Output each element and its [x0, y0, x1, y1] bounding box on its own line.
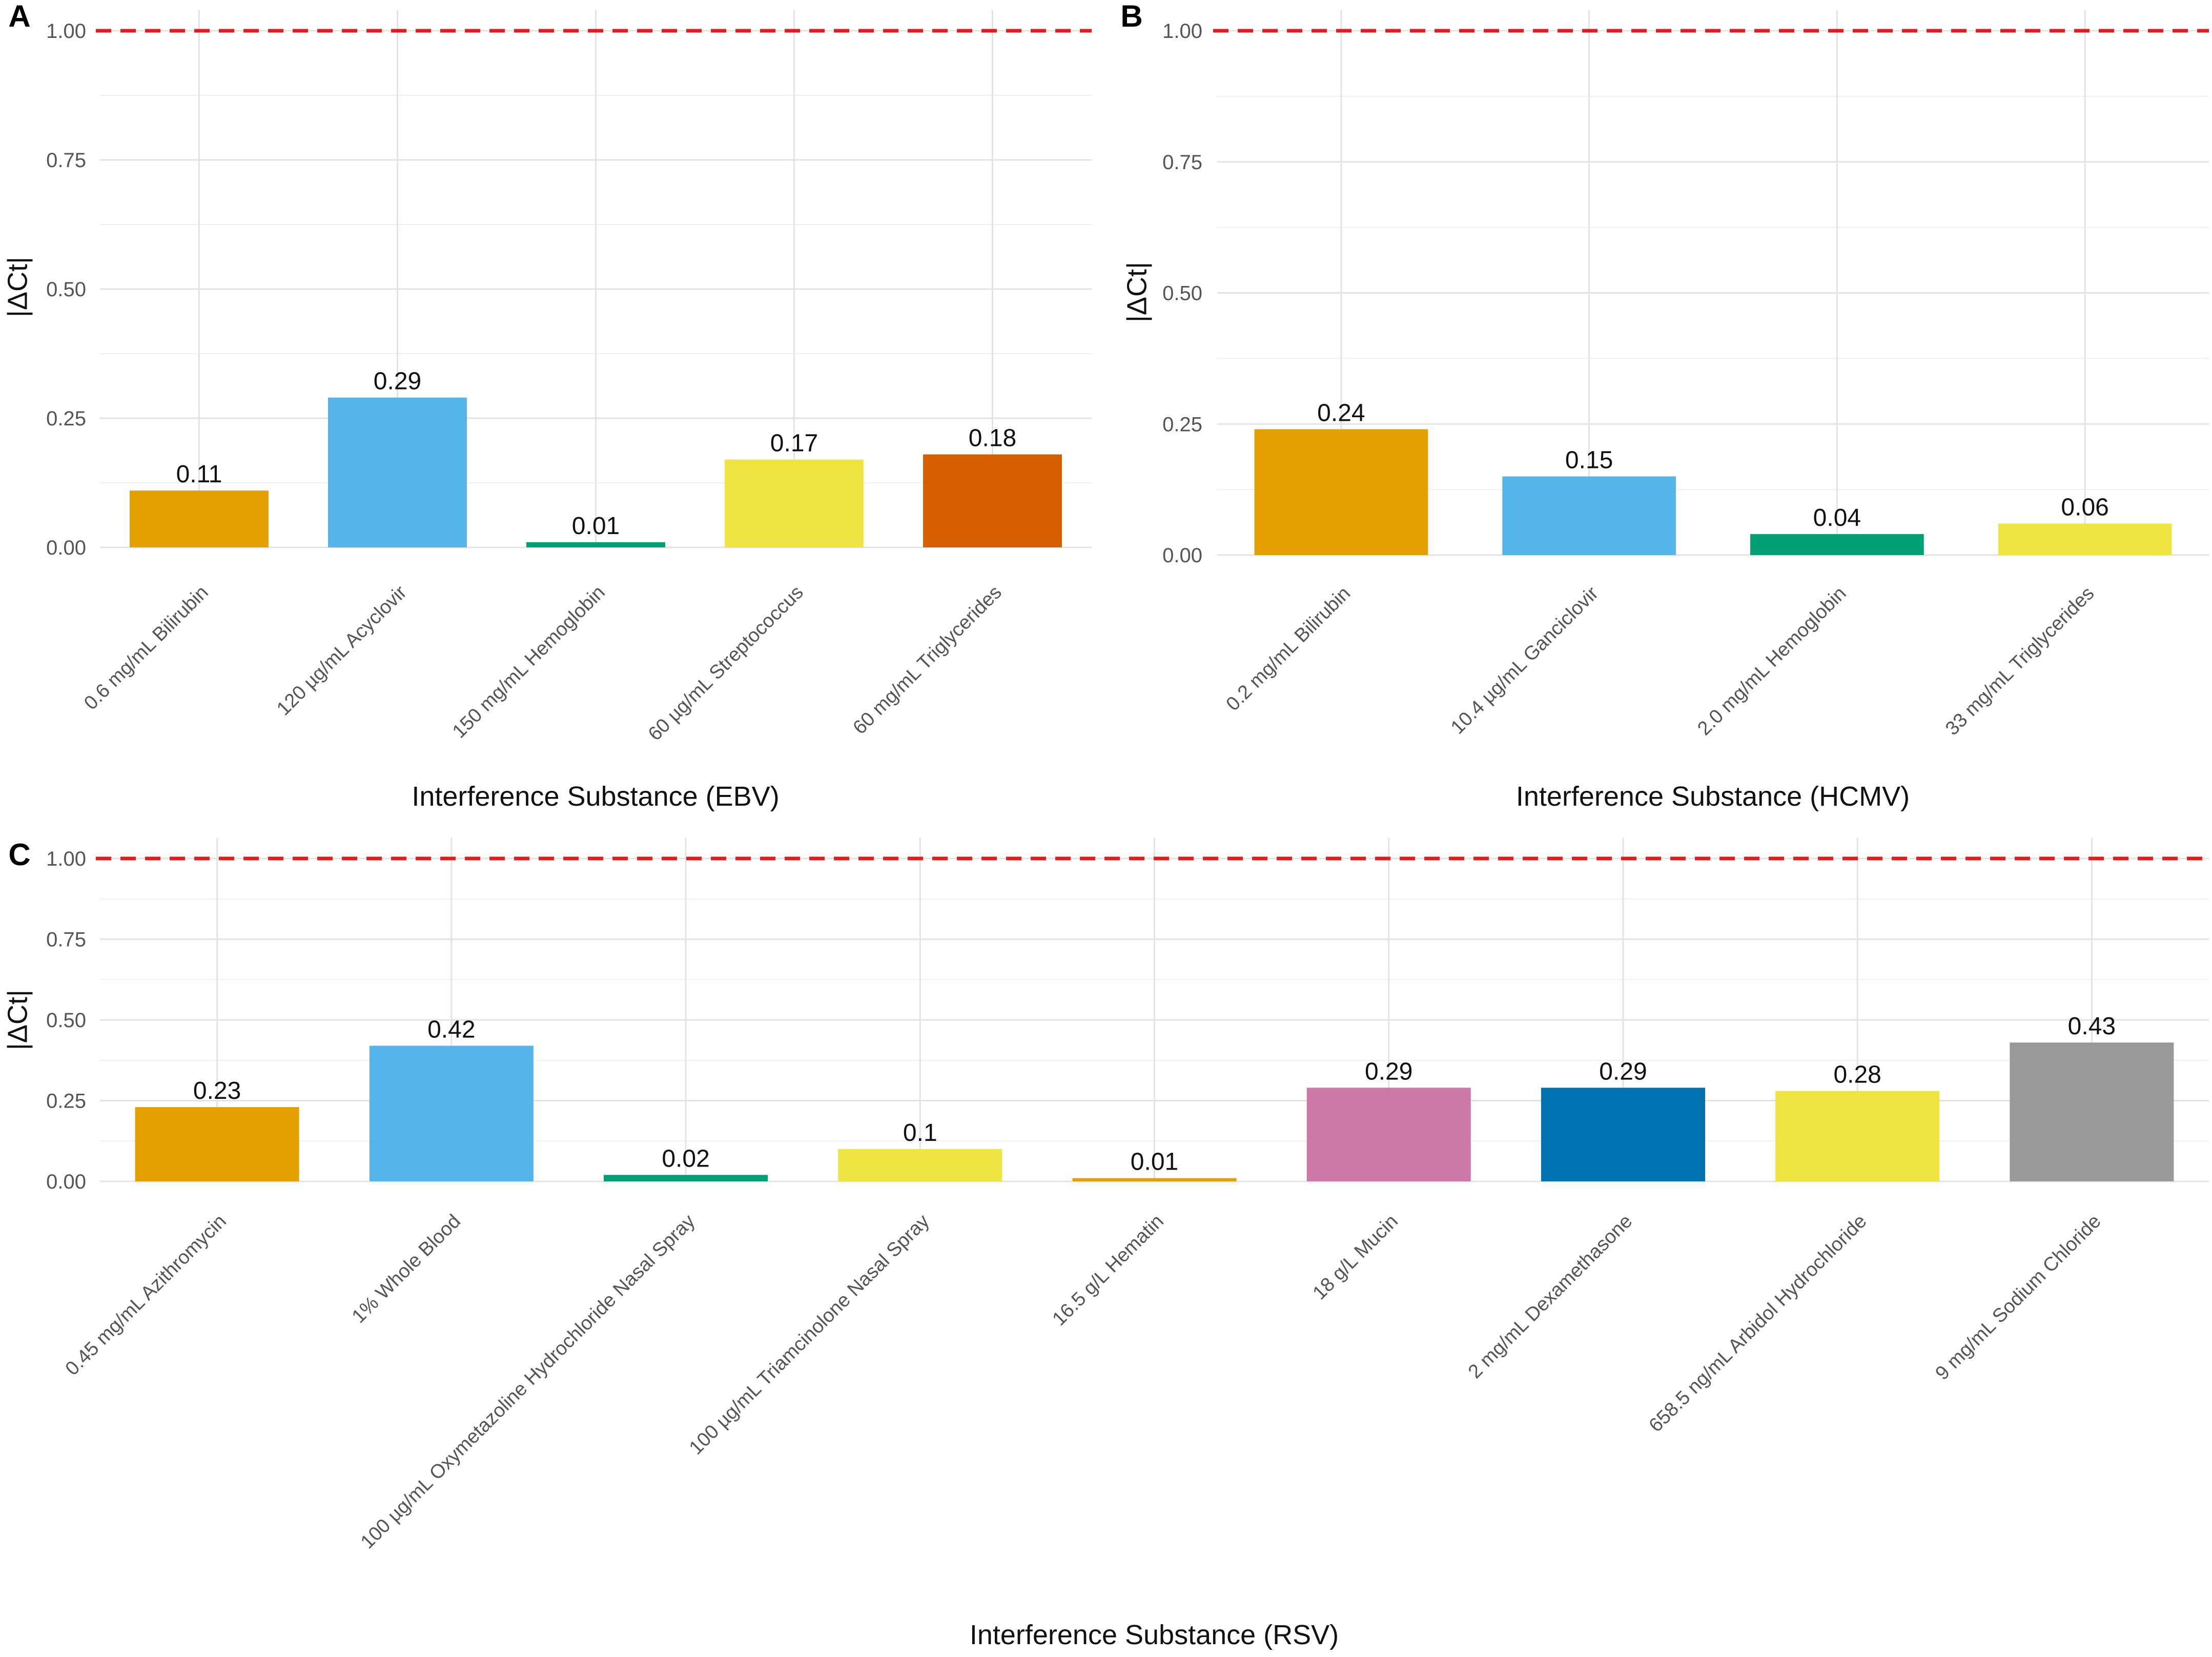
bar-value-label: 0.17 [770, 430, 818, 457]
panel-a: 0.00 0.25 0.50 0.75 1.00 0.11 0.29 0.01 0.17 0.18… [2, 0, 1092, 812]
panel-label: B [1120, 0, 1142, 33]
bar-value-label: 0.02 [662, 1145, 709, 1172]
y-tick-label: 0.75 [46, 929, 86, 951]
bar-value-label: 0.43 [2068, 1013, 2116, 1040]
x-category-label: 0.45 mg/mL Azithromycin [62, 1211, 231, 1380]
x-category-label: 2.0 mg/mL Hemoglobin [1693, 583, 1850, 740]
x-category-label: 9 mg/mL Sodium Chloride [1931, 1211, 2105, 1384]
x-category-label: 2 mg/mL Dexamethasone [1464, 1211, 1636, 1383]
x-category-label: 658.5 ng/mL Arbidol Hydrochloride [1645, 1211, 1871, 1437]
bar-2 [1502, 476, 1676, 555]
y-axis-title: |ΔCt| [1121, 262, 1152, 322]
bar-value-label: 0.15 [1565, 447, 1613, 474]
x-category-label: 1% Whole Blood [348, 1211, 465, 1327]
y-tick-label: 0.50 [46, 1009, 86, 1032]
x-axis-title: Interference Substance (EBV) [412, 781, 779, 812]
y-axis-title: |ΔCt| [2, 257, 33, 317]
bar-4 [838, 1149, 1002, 1181]
panel-label: C [8, 837, 30, 872]
bar-value-label: 0.01 [1131, 1149, 1178, 1176]
x-category-label: 100 µg/mL Triamcinolone Nasal Spray [685, 1211, 934, 1459]
y-tick-label: 0.00 [1162, 544, 1202, 567]
y-tick-label: 0.50 [46, 278, 86, 301]
x-category-label: 33 mg/mL Triglycerides [1941, 583, 2098, 740]
bar-3 [604, 1175, 768, 1181]
x-axis-title: Interference Substance (HCMV) [1516, 781, 1910, 812]
bar-2 [369, 1046, 534, 1181]
y-tick-label: 1.00 [46, 848, 86, 870]
bar-value-label: 0.29 [1599, 1058, 1647, 1085]
bar-4 [1998, 523, 2172, 555]
bar-8 [1775, 1091, 1940, 1181]
y-tick-label: 0.00 [46, 537, 86, 559]
y-tick-label: 0.00 [46, 1171, 86, 1193]
bar-value-label: 0.42 [427, 1016, 475, 1043]
y-tick-label: 0.25 [46, 407, 86, 430]
panel-b: 0.00 0.25 0.50 0.75 1.00 0.24 0.15 0.04 0.06 0.2 … [1120, 0, 2209, 812]
y-tick-label: 1.00 [1162, 20, 1202, 43]
y-tick-label: 0.50 [1162, 282, 1202, 305]
x-category-label: 60 mg/mL Triglycerides [849, 582, 1006, 739]
x-axis-title: Interference Substance (RSV) [970, 1620, 1339, 1650]
x-category-label: 60 µg/mL Streptococcus [644, 582, 808, 745]
bar-6 [1306, 1088, 1471, 1181]
bar-3 [1750, 534, 1924, 555]
bar-3 [526, 542, 665, 547]
x-category-label: 150 mg/mL Hemoglobin [448, 582, 609, 743]
bar-1 [135, 1107, 299, 1181]
bar-1 [130, 490, 269, 547]
bar-5 [923, 454, 1062, 547]
panel-label: A [8, 0, 30, 33]
x-category-label: 120 µg/mL Acyclovir [273, 581, 411, 720]
bar-5 [1072, 1178, 1237, 1181]
bar-2 [328, 397, 467, 547]
x-category-label: 18 g/L Mucin [1309, 1211, 1403, 1304]
bar-4 [725, 459, 864, 547]
x-category-label: 10.4 µg/mL Ganciclovir [1447, 582, 1603, 738]
bar-value-label: 0.11 [176, 461, 222, 488]
bar-value-label: 0.29 [1365, 1058, 1412, 1085]
bar-value-label: 0.18 [969, 425, 1016, 452]
x-category-label: 0.6 mg/mL Bilirubin [80, 582, 213, 714]
bar-value-label: 0.29 [374, 368, 421, 395]
bar-value-label: 0.06 [2061, 494, 2108, 521]
bar-value-label: 0.24 [1317, 399, 1365, 426]
bar-value-label: 0.23 [193, 1077, 241, 1104]
bar-value-label: 0.01 [572, 513, 620, 540]
bar-value-label: 0.28 [1833, 1061, 1881, 1089]
bar-9 [2010, 1042, 2174, 1181]
y-tick-label: 0.75 [46, 149, 86, 172]
x-category-label: 0.2 mg/mL Bilirubin [1222, 583, 1355, 715]
bar-7 [1541, 1088, 1705, 1181]
x-category-label: 16.5 g/L Hematin [1049, 1211, 1168, 1330]
y-tick-label: 0.75 [1162, 151, 1202, 174]
bar-value-label: 0.04 [1813, 504, 1861, 531]
bar-value-label: 0.1 [903, 1119, 937, 1147]
panel-c: 0.00 0.25 0.50 0.75 1.00 0.23 0.42 0.02 0.1 0.01 0… [2, 837, 2209, 1650]
y-tick-label: 1.00 [46, 20, 86, 43]
bar-1 [1254, 429, 1428, 555]
y-tick-label: 0.25 [46, 1090, 86, 1113]
y-axis-title: |ΔCt| [2, 990, 33, 1050]
y-tick-label: 0.25 [1162, 413, 1202, 436]
